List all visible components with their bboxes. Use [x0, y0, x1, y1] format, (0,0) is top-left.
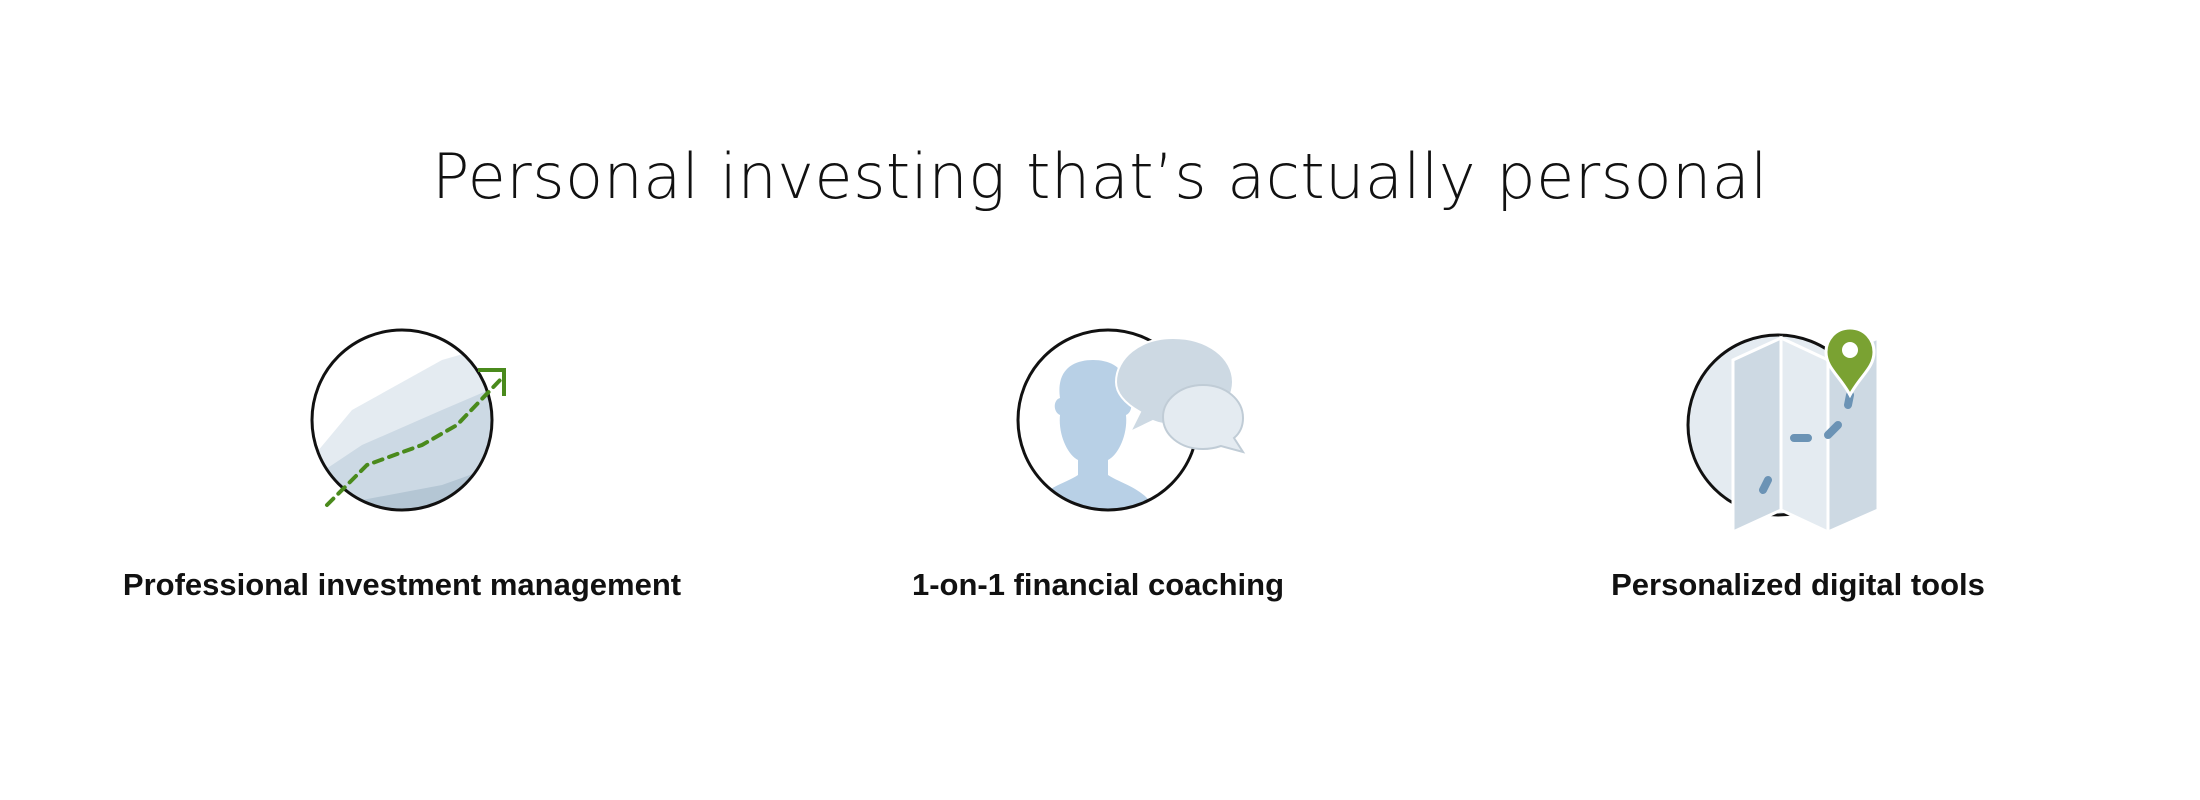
feature-financial-coaching: 1-on-1 financial coaching — [748, 320, 1448, 620]
map-pin-icon — [1678, 320, 1918, 540]
page-headline: Personal investing that’s actually perso… — [431, 140, 1769, 213]
feature-label: Personalized digital tools — [1611, 567, 1985, 602]
feature-label: 1-on-1 financial coaching — [911, 567, 1285, 602]
feature-label: Professional investment management — [122, 567, 682, 602]
growth-chart-icon — [282, 320, 522, 540]
coaching-chat-icon — [1008, 320, 1248, 540]
feature-investment-management: Professional investment management — [52, 320, 752, 620]
feature-digital-tools: Personalized digital tools — [1448, 320, 2148, 620]
